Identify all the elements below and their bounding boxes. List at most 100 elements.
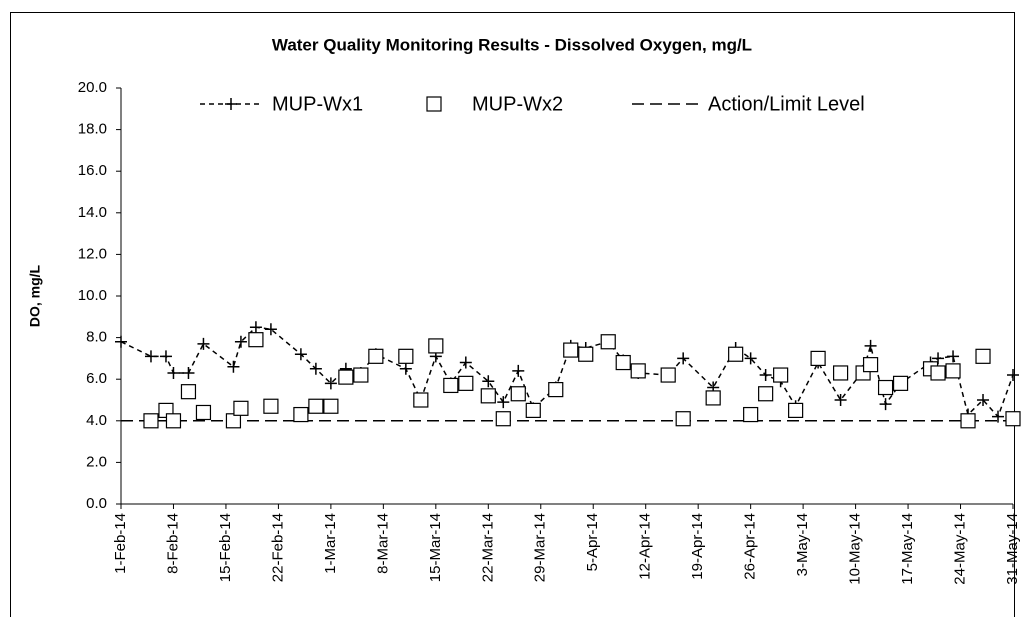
y-tick-label: 0.0 [86, 495, 107, 512]
x-tick-label: 19-Apr-14 [689, 513, 706, 580]
point-marker [115, 335, 127, 348]
point-marker [143, 413, 159, 429]
chart-title: Water Quality Monitoring Results - Disso… [272, 35, 752, 54]
point-marker [458, 375, 474, 391]
point-marker [975, 348, 991, 364]
legend-label: Action/Limit Level [708, 93, 865, 115]
point-marker [264, 323, 277, 336]
y-tick-label: 10.0 [78, 287, 107, 304]
point-marker [578, 346, 594, 362]
point-marker [324, 377, 337, 390]
point-marker [180, 384, 197, 400]
y-tick-label: 6.0 [86, 370, 107, 387]
y-tick-label: 2.0 [86, 453, 107, 470]
legend-label: MUP-Wx2 [472, 93, 563, 115]
y-tick-label: 18.0 [78, 121, 107, 138]
point-marker [459, 356, 472, 369]
point-marker [294, 348, 307, 361]
x-tick-label: 29-Mar-14 [532, 513, 549, 582]
y-tick-label: 20.0 [78, 79, 107, 96]
x-tick-label: 17-May-14 [899, 513, 916, 585]
point-marker [165, 413, 182, 429]
point-marker [399, 362, 412, 375]
point-marker [660, 367, 676, 383]
point-marker [293, 406, 309, 423]
point-marker [249, 321, 262, 334]
point-marker [864, 339, 877, 352]
point-marker [677, 352, 690, 365]
point-marker [323, 398, 339, 414]
point-marker [482, 375, 495, 388]
point-marker [630, 363, 646, 379]
y-tick-label: 16.0 [78, 162, 107, 179]
point-marker [705, 390, 721, 406]
point-marker [877, 379, 894, 396]
x-tick-label: 24-May-14 [951, 513, 968, 585]
point-marker [495, 411, 511, 427]
y-tick-label: 8.0 [86, 329, 107, 346]
x-tick-label: 15-Feb-14 [217, 513, 234, 582]
x-tick-label: 10-May-14 [847, 513, 864, 585]
y-tick-label: 12.0 [78, 245, 107, 262]
point-marker [832, 365, 849, 381]
point-marker [810, 350, 826, 366]
point-marker [428, 338, 444, 354]
point-marker [413, 392, 429, 408]
point-marker [1007, 369, 1019, 382]
x-tick-label: 26-Apr-14 [742, 513, 759, 580]
point-marker [167, 366, 180, 379]
point-marker [945, 363, 961, 379]
x-tick-label: 1-Feb-14 [112, 513, 129, 574]
point-marker [743, 406, 759, 423]
point-marker [879, 398, 892, 411]
point-marker [308, 398, 324, 414]
point-marker [600, 334, 616, 350]
point-marker [773, 367, 789, 383]
point-marker [947, 350, 960, 363]
x-tick-label: 12-Apr-14 [637, 513, 654, 580]
point-marker [615, 354, 631, 371]
point-marker [368, 348, 384, 364]
point-marker [759, 369, 772, 382]
point-marker [788, 402, 804, 418]
x-tick-label: 8-Feb-14 [164, 513, 181, 574]
point-marker [525, 402, 541, 418]
point-marker [1005, 411, 1021, 427]
point-marker [892, 375, 909, 391]
point-marker [480, 388, 496, 404]
x-tick-label: 5-Apr-14 [584, 513, 601, 571]
point-marker [563, 342, 579, 358]
point-marker [960, 413, 976, 429]
legend-label: MUP-Wx1 [272, 93, 363, 115]
point-marker [144, 350, 157, 363]
y-tick-label: 14.0 [78, 204, 107, 221]
point-marker [443, 377, 459, 394]
chart-frame [10, 12, 1015, 617]
series-line [120, 326, 1014, 419]
point-marker [512, 364, 525, 377]
legend-swatch [426, 96, 442, 112]
point-marker [197, 337, 210, 350]
point-marker [548, 382, 564, 398]
point-marker [758, 386, 774, 402]
point-marker [834, 394, 847, 406]
point-marker [263, 398, 279, 414]
point-marker [930, 365, 946, 381]
x-tick-label: 22-Feb-14 [269, 513, 286, 582]
point-marker [248, 332, 264, 348]
point-marker [977, 394, 990, 406]
x-tick-label: 3-May-14 [794, 513, 811, 576]
x-tick-label: 8-Mar-14 [374, 513, 391, 574]
point-marker [338, 369, 354, 385]
point-marker [510, 386, 526, 402]
y-tick-label: 4.0 [86, 412, 107, 429]
point-marker [398, 348, 414, 364]
point-marker [195, 404, 212, 421]
point-marker [744, 352, 757, 365]
point-marker [159, 350, 172, 363]
x-tick-label: 31-May-14 [1004, 513, 1021, 585]
point-marker [497, 396, 510, 409]
y-axis-label: DO, mg/L [27, 264, 43, 327]
x-tick-label: 22-Mar-14 [479, 513, 496, 582]
